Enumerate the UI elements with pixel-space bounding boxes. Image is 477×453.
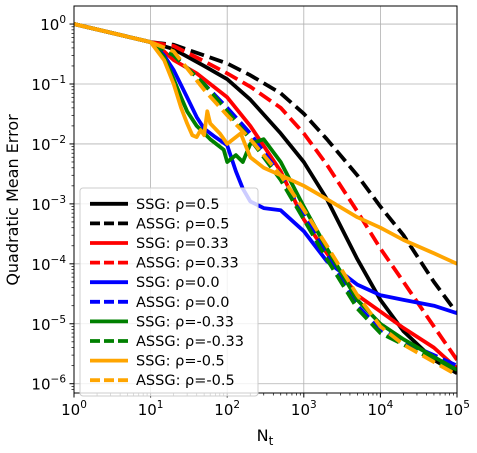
series-line-8 [74,22,457,266]
x-tick-label: 100 [61,399,87,419]
series-line-2 [74,22,457,370]
y-tick-label: 10−4 [31,254,66,274]
legend-label-1: ASSG: ρ=0.5 [136,216,229,232]
series-line-9 [74,22,457,377]
plot-frame [73,5,458,394]
x-tick-label: 103 [291,399,317,419]
y-tick-label: 10−1 [31,74,66,94]
x-axis-label: Nt [257,426,274,448]
legend-label-9: ASSG: ρ=-0.5 [136,373,235,389]
axis-ticks: 100 101 102 103 104 105 100 10−1 10−2 10−3 10−4 10−… [31,14,469,419]
legend-label-2: SSG: ρ=0.33 [136,236,229,252]
y-tick-label: 10−2 [31,134,66,154]
legend: SSG: ρ=0.5 ASSG: ρ=0.5 SSG: ρ=0.33 ASSG: ρ=… [79,187,259,397]
legend-label-0: SSG: ρ=0.5 [136,197,220,213]
x-tick-label: 104 [368,399,394,419]
x-tick-label: 102 [214,399,240,419]
legend-box [79,187,259,397]
series-line-3 [74,22,457,361]
series-layer [74,22,457,377]
y-tick-label: 10−3 [31,194,66,214]
legend-label-3: ASSG: ρ=0.33 [136,256,239,272]
y-tick-label: 10−5 [31,314,66,334]
x-tick-label: 105 [444,399,470,419]
y-axis-label: Quadratic Mean Error [3,114,22,286]
legend-label-5: ASSG: ρ=0.0 [136,295,229,311]
legend-label-7: ASSG: ρ=-0.33 [136,334,244,350]
y-tick-label: 10−6 [31,374,66,394]
legend-label-6: SSG: ρ=-0.33 [136,314,234,330]
legend-label-4: SSG: ρ=0.0 [136,275,220,291]
legend-label-8: SSG: ρ=-0.5 [136,354,225,370]
x-tick-label: 101 [138,399,164,419]
y-tick-label: 100 [40,14,66,34]
